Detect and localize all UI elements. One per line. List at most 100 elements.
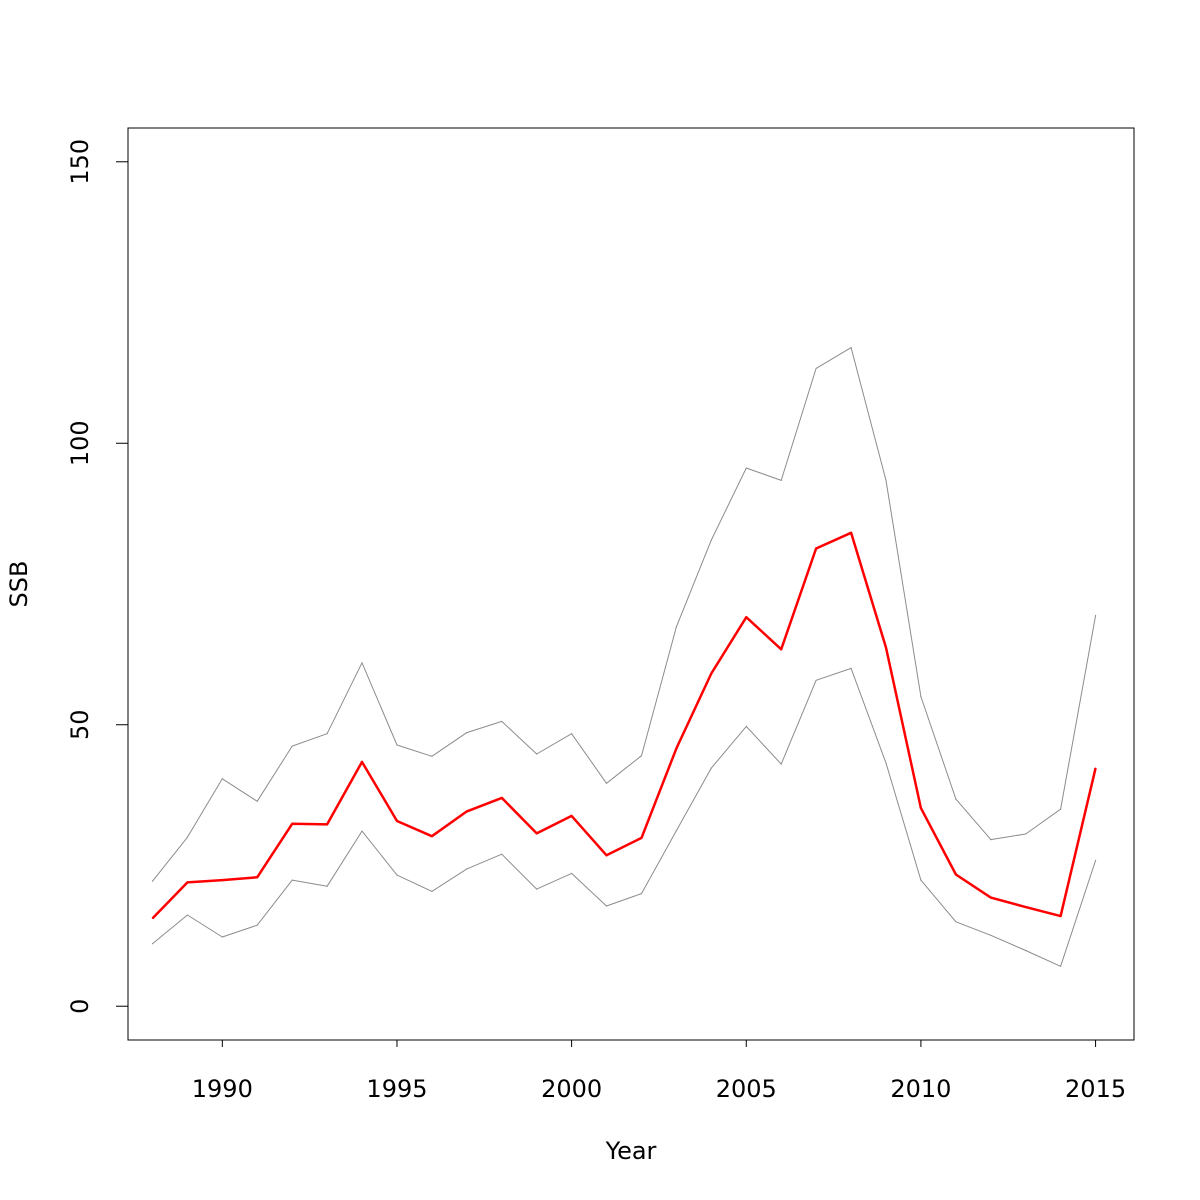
y-axis-title: SSB	[5, 561, 33, 608]
data-point-lower	[396, 874, 398, 876]
data-point-upper	[640, 755, 643, 757]
data-point-lower	[256, 924, 258, 926]
data-point-estimate	[675, 747, 678, 750]
data-point-lower	[850, 667, 852, 670]
data-point-lower	[710, 767, 712, 769]
data-point-estimate	[291, 823, 293, 825]
y-axis: 0 50 100 150	[66, 139, 129, 1014]
data-point-upper	[221, 778, 223, 780]
data-point-lower	[990, 934, 992, 936]
x-tick-label: 2000	[541, 1075, 602, 1103]
data-point-upper	[361, 662, 363, 664]
data-point-upper	[501, 720, 503, 723]
data-point-estimate	[710, 672, 712, 675]
data-point-estimate	[536, 832, 538, 835]
data-point-lower	[151, 943, 154, 945]
data-point-upper	[1025, 833, 1027, 835]
data-point-lower	[221, 936, 223, 938]
data-point-upper	[466, 732, 468, 734]
data-point-upper	[326, 733, 328, 735]
data-point-estimate	[745, 616, 747, 618]
data-point-estimate	[780, 648, 782, 650]
x-tick-label: 2015	[1065, 1075, 1126, 1103]
data-point-estimate	[361, 761, 363, 763]
data-point-lower	[815, 679, 817, 681]
data-point-estimate	[186, 881, 188, 884]
data-point-upper	[396, 744, 398, 746]
y-tick-label: 100	[66, 420, 94, 466]
data-point-lower	[571, 872, 573, 875]
x-axis: 1990 1995 2000 2005 2010 2015	[192, 1039, 1126, 1103]
data-point-upper	[920, 696, 922, 698]
data-point-estimate	[151, 917, 154, 920]
data-point-lower	[955, 921, 957, 923]
data-point-lower	[186, 914, 188, 916]
x-axis-title: Year	[605, 1137, 657, 1165]
data-point-upper	[745, 467, 747, 469]
data-point-lower	[920, 879, 922, 881]
data-point-upper	[1060, 808, 1062, 810]
data-point-estimate	[850, 532, 852, 534]
y-tick-label: 0	[66, 999, 94, 1014]
data-point-upper	[710, 539, 712, 541]
data-point-lower	[1095, 859, 1097, 862]
data-point-upper	[536, 753, 538, 755]
x-tick-label: 2010	[890, 1075, 951, 1103]
data-point-upper	[431, 755, 433, 757]
data-point-lower	[501, 853, 503, 855]
data-point-upper	[780, 479, 782, 481]
x-tick-label: 1995	[366, 1075, 427, 1103]
data-point-lower	[431, 890, 433, 893]
data-point-estimate	[256, 876, 258, 878]
data-point-upper	[256, 800, 258, 802]
series-layer	[151, 347, 1097, 967]
data-point-upper	[675, 626, 678, 628]
data-point-lower	[745, 725, 747, 728]
data-point-estimate	[326, 823, 328, 826]
data-point-lower	[780, 763, 782, 765]
data-point-estimate	[466, 810, 468, 813]
data-point-estimate	[955, 873, 957, 876]
data-point-lower	[1025, 949, 1027, 952]
x-tick-label: 1990	[192, 1075, 253, 1103]
data-point-estimate	[640, 837, 643, 839]
data-point-estimate	[221, 879, 223, 881]
data-point-lower	[361, 830, 363, 832]
data-point-lower	[536, 888, 538, 890]
data-point-upper	[990, 839, 992, 841]
data-point-estimate	[1025, 906, 1027, 908]
data-point-upper	[1095, 614, 1097, 617]
series-line-upper	[152, 347, 1097, 882]
data-point-upper	[291, 745, 293, 747]
data-point-lower	[326, 885, 328, 887]
data-point-estimate	[1095, 767, 1097, 769]
data-point-upper	[186, 836, 188, 838]
plot-frame	[127, 127, 1135, 1041]
data-point-lower	[605, 905, 608, 907]
data-point-estimate	[431, 835, 433, 837]
data-point-estimate	[571, 815, 573, 817]
data-point-lower	[466, 868, 468, 870]
data-point-estimate	[605, 854, 608, 856]
data-point-lower	[885, 762, 887, 764]
data-point-lower	[675, 830, 678, 832]
data-point-estimate	[920, 807, 922, 809]
series-line-lower	[152, 667, 1097, 967]
data-point-upper	[605, 782, 608, 784]
data-point-upper	[850, 347, 852, 349]
data-point-estimate	[815, 547, 817, 550]
data-point-estimate	[396, 820, 398, 822]
data-point-estimate	[1060, 915, 1062, 917]
data-point-estimate	[885, 647, 887, 649]
data-point-upper	[151, 880, 154, 882]
series-line-estimate	[151, 531, 1097, 920]
data-point-lower	[640, 893, 643, 895]
data-point-upper	[955, 798, 957, 800]
x-tick-label: 2005	[716, 1075, 777, 1103]
data-point-lower	[1060, 965, 1062, 967]
data-point-upper	[885, 479, 887, 481]
data-point-upper	[571, 733, 573, 735]
data-point-estimate	[990, 897, 992, 899]
data-point-estimate	[501, 797, 503, 799]
